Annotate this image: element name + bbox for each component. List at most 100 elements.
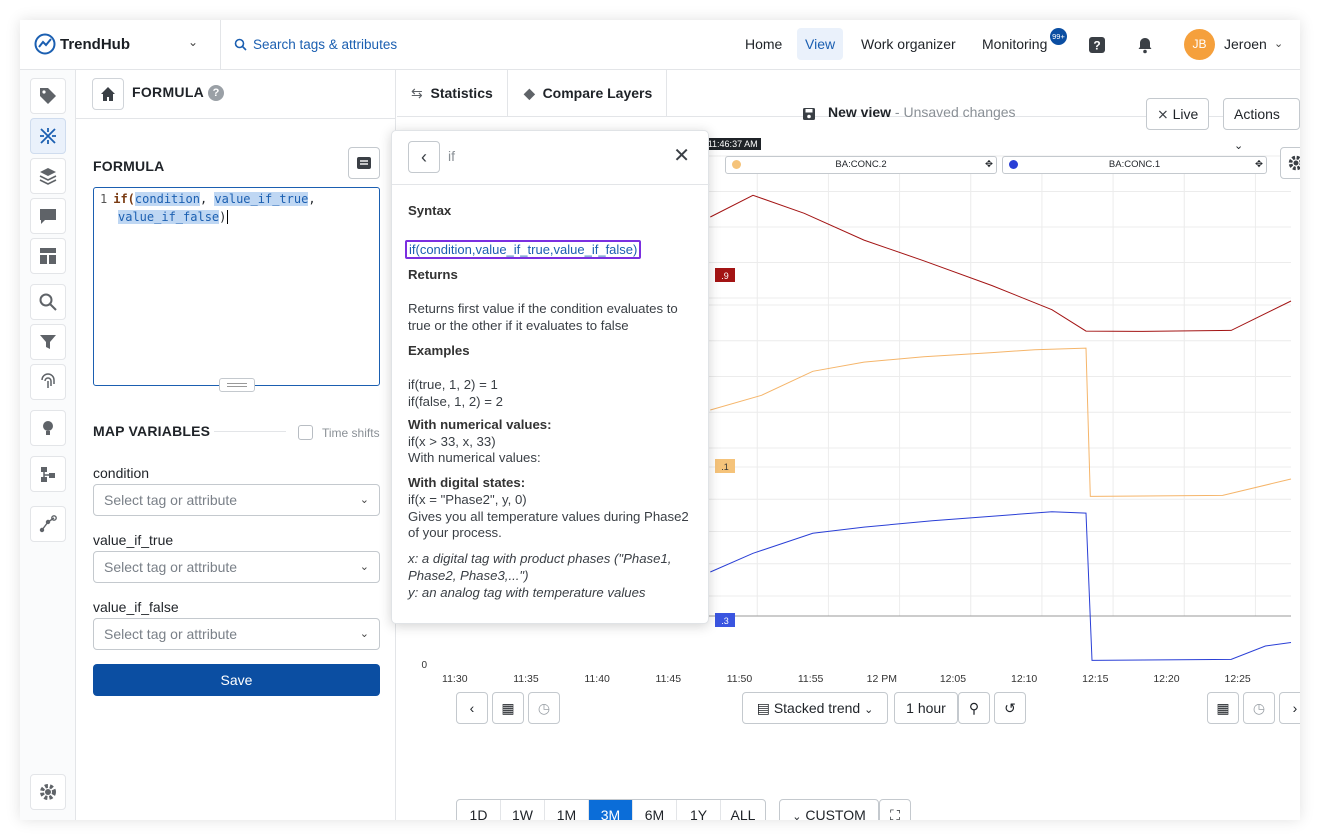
x-tick-label: 11:30 [442,673,468,685]
digital-heading: With digital states: [408,475,526,490]
filter-icon[interactable] [30,324,66,360]
chevron-down-icon: ⌄ [359,561,369,573]
help-question-icon[interactable]: ? [208,85,224,101]
clock-start-icon[interactable]: ◷ [528,692,560,724]
calendar-end-icon[interactable]: ▦ [1207,692,1239,724]
series-tag-bg [715,613,735,627]
range-6m[interactable]: 6M [633,800,677,820]
syntax-snippet[interactable]: if(condition,value_if_true,value_if_fals… [405,240,642,259]
compare-layers-tab[interactable]: ◆ Compare Layers [510,70,668,116]
view-mode-select[interactable]: ▤ Stacked trend ⌄ [742,692,888,724]
formula-panel: FORMULA ? FORMULA 1 if(condition, value_i… [76,70,396,820]
prev-period-button[interactable]: ‹ [456,692,488,724]
x-tick-label: 12:15 [1082,673,1108,685]
live-button[interactable]: ⨯ Live [1146,98,1210,130]
duration-select[interactable]: 1 hour [894,692,958,724]
chevron-down-icon[interactable]: ⌄ [1274,38,1284,50]
x-tick-label: 11:40 [584,673,610,685]
custom-range-button[interactable]: ⌄ CUSTOM [779,799,879,820]
brand-logo[interactable]: TrendHub [34,33,130,55]
close-icon[interactable]: ✕ [673,145,690,167]
param-condition[interactable]: condition [134,192,200,206]
x-tick-label: 12:05 [940,673,966,685]
settings-gear-icon[interactable] [30,774,66,810]
clock-end-icon[interactable]: ◷ [1243,692,1275,724]
fingerprint-icon[interactable] [30,364,66,400]
time-shifts-checkbox[interactable] [298,425,313,440]
actions-button[interactable]: Actions ⌄ [1223,98,1300,152]
formula-editor[interactable]: 1 if(condition, value_if_true, value_if_f… [93,187,380,386]
folder-list-icon [357,157,371,169]
x-tick-label: 12:10 [1011,673,1037,685]
layers-icon: ◆ [524,85,535,101]
chevron-down-icon: ⌄ [1234,140,1244,152]
legend-item-conc2[interactable]: BA:CONC.2 ✥ [725,156,997,174]
range-1d[interactable]: 1D [457,800,501,820]
avatar[interactable]: JB [1184,29,1215,60]
nav-monitoring[interactable]: Monitoring [982,36,1048,52]
left-icon-rail [20,70,76,820]
editor-resize-handle[interactable] [219,378,255,392]
home-button[interactable] [92,78,124,110]
save-button[interactable]: Save [93,664,380,696]
x-tick-label: 11:45 [656,673,682,685]
layers-icon[interactable] [30,158,66,194]
search-tags[interactable]: Search tags & attributes [234,37,397,52]
tag-icon[interactable] [30,78,66,114]
trendhub-logo-icon [34,33,56,55]
chevron-down-icon[interactable]: ⌄ [188,35,199,49]
help-icon[interactable]: ? [1088,36,1106,54]
graph-nodes-icon[interactable] [30,506,66,542]
time-shifts-label: Time shifts [322,426,380,440]
map-variables-title: MAP VARIABLES [93,423,211,439]
value-if-false-select[interactable]: Select tag or attribute ⌄ [93,618,380,650]
comment-icon[interactable] [30,198,66,234]
back-button[interactable]: ‹ [408,141,440,173]
examples-heading: Examples [408,343,470,358]
param-value-if-true[interactable]: value_if_true [214,192,309,206]
digital-code: if(x = "Phase2", y, 0) [408,491,527,507]
search-icon[interactable] [30,284,66,320]
bell-icon[interactable] [1136,36,1154,54]
history-icon[interactable]: ↺ [994,692,1026,724]
range-3m[interactable]: 3M [589,800,633,820]
dashboard-icon[interactable] [30,238,66,274]
view-name: New view - Unsaved changes [828,104,1016,120]
range-1m[interactable]: 1M [545,800,589,820]
next-period-button[interactable]: › [1279,692,1300,724]
nav-home[interactable]: Home [745,36,783,52]
range-all[interactable]: ALL [730,807,756,820]
hierarchy-icon[interactable] [30,456,66,492]
gear-icon [1288,155,1300,171]
range-1w[interactable]: 1W [501,800,545,820]
value-if-true-select[interactable]: Select tag or attribute ⌄ [93,551,380,583]
calendar-start-icon[interactable]: ▦ [492,692,524,724]
drag-move-icon: ✥ [1255,159,1263,170]
save-disk-icon[interactable] [802,107,816,121]
home-icon [101,87,115,101]
chevron-left-icon: ‹ [421,147,427,167]
legend-item-conc1[interactable]: BA:CONC.1 ✥ [1002,156,1267,174]
range-presets[interactable]: 1D 1W 1M 3M 6M 1Y ALL [456,799,766,820]
lightbulb-icon[interactable] [30,410,66,446]
lock-icon[interactable]: ⚲ [958,692,990,724]
nav-view[interactable]: View [797,28,844,60]
user-name[interactable]: Jeroen [1224,36,1267,52]
nav-work-organizer[interactable]: Work organizer [861,36,956,52]
condition-select[interactable]: Select tag or attribute ⌄ [93,484,380,516]
brand-name: TrendHub [60,35,130,53]
fullscreen-icon[interactable]: ⛶ [879,799,911,820]
panel-title: FORMULA [132,84,205,100]
digital-text: Gives you all temperature values during … [408,508,689,541]
series-tag-label: .1 [721,462,729,472]
chart-settings-button[interactable] [1280,147,1300,179]
x-tick-label: 11:55 [798,673,824,685]
formula-icon[interactable] [30,118,66,154]
range-1y[interactable]: 1Y [677,800,721,820]
param-value-if-false[interactable]: value_if_false [118,210,220,224]
function-library-button[interactable] [348,147,380,179]
formula-section-title: FORMULA [93,158,165,174]
notification-count-badge: 99+ [1050,28,1067,45]
statistics-tab[interactable]: ⇆ Statistics [397,70,508,116]
help-search-query[interactable]: if [448,148,455,164]
